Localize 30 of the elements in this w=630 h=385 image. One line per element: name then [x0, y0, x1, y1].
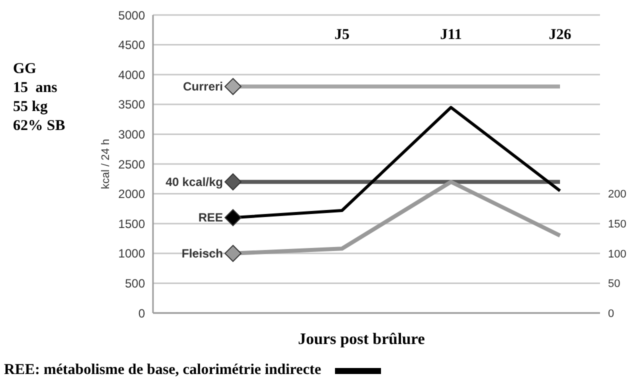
y-tick-label: 2500 — [118, 157, 146, 172]
y-axis-title: kcal / 24 h — [100, 138, 112, 190]
text: 62% SB — [13, 117, 66, 136]
text: REE: métabolisme de base, calorimétrie indirecte — [4, 362, 322, 379]
y2-tick-label: 200 — [608, 188, 626, 201]
series-label: Curreri — [182, 80, 223, 94]
text: 55 kg — [13, 98, 49, 117]
y-tick-label: 1500 — [118, 216, 146, 231]
y-tick-label: 4000 — [118, 68, 146, 82]
y2-tick-label: 150 — [608, 218, 626, 231]
text: GG — [13, 60, 38, 79]
x-tick-label: J11 — [440, 27, 462, 43]
y-tick-label: 0 — [138, 306, 146, 320]
y-tick-label: 3500 — [118, 98, 146, 112]
y2-tick-label: 100 — [608, 248, 626, 260]
y-tick-label: 2000 — [118, 187, 146, 202]
x-tick-label: J26 — [548, 27, 572, 43]
y-tick-label: 3000 — [118, 127, 146, 142]
series-label: Fleisch — [182, 246, 223, 260]
x-axis-title: Jours post brûlure — [298, 331, 425, 349]
x-tick-label: J5 — [334, 27, 350, 43]
y-tick-label: 500 — [124, 276, 146, 290]
series-label: REE — [198, 210, 223, 225]
y2-tick-label: 0 — [608, 308, 614, 320]
y-tick-label: 5000 — [118, 8, 146, 22]
series-label: 40 kcal/kg — [166, 174, 223, 189]
y2-tick-label: 50 — [608, 278, 620, 290]
y-tick-label: 1000 — [118, 246, 146, 261]
text: 15 ans — [13, 79, 58, 98]
y-tick-label: 4500 — [118, 38, 146, 52]
